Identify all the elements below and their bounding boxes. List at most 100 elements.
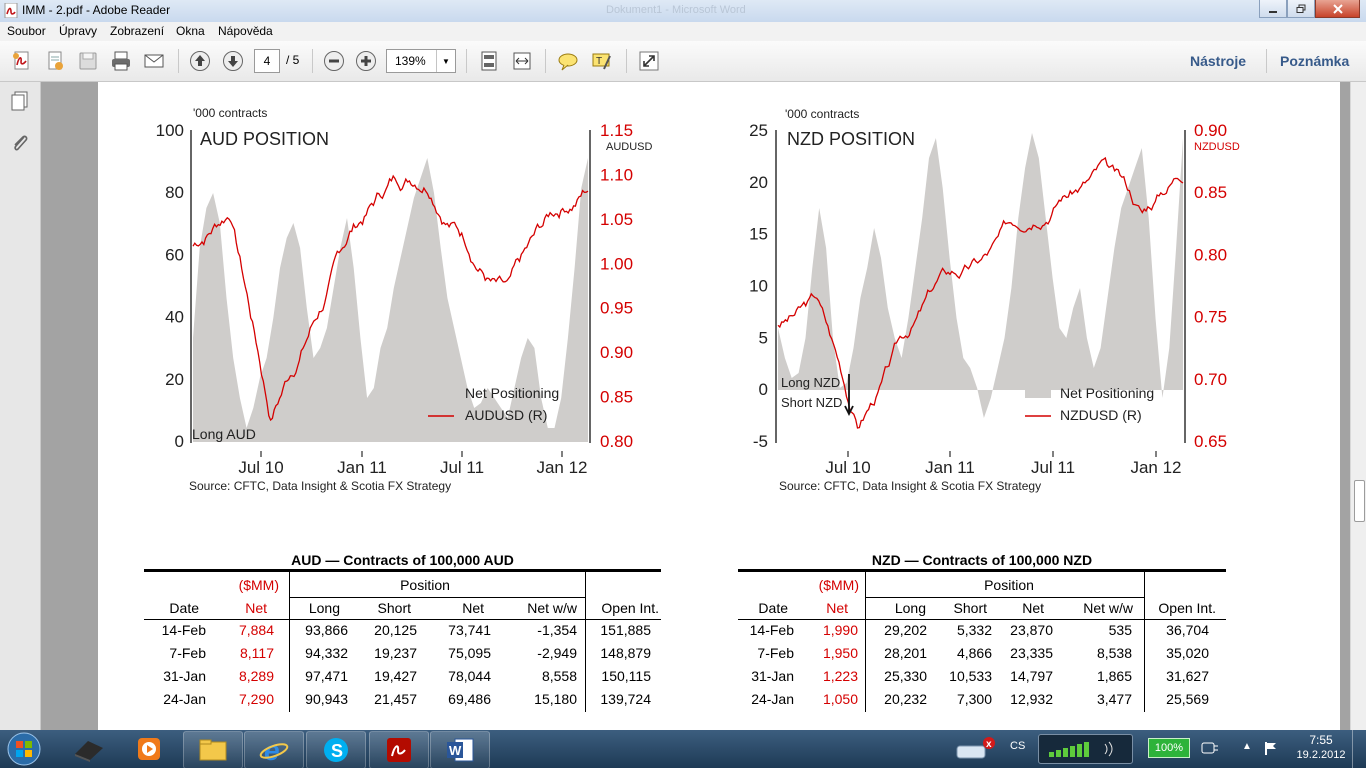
table-cell: 139,724 [600, 691, 651, 707]
table-cell: 12,932 [1010, 691, 1053, 707]
nzd-legend-area-swatch [1025, 387, 1051, 398]
aud-table-title: AUD — Contracts of 100,000 AUD [291, 552, 514, 568]
comment-pane-button[interactable]: Poznámka [1280, 53, 1350, 69]
aud-header-net-mm: Net [245, 600, 267, 616]
tools-pane-button[interactable]: Nástroje [1190, 53, 1247, 69]
zoom-out-button[interactable] [321, 48, 347, 74]
close-button[interactable] [1315, 0, 1360, 18]
taskbar-word[interactable]: W [430, 731, 490, 769]
pages-icon[interactable] [9, 90, 31, 112]
aud-chart-title: AUD POSITION [200, 129, 329, 149]
language-indicator[interactable]: CS [1010, 740, 1026, 752]
nzd-position-label: Position [984, 577, 1034, 593]
clock-date[interactable]: 19.2.2012 [1296, 749, 1346, 761]
table-cell: 8,538 [1096, 645, 1132, 661]
media-player-icon[interactable] [136, 736, 162, 762]
vertical-scrollbar[interactable] [1350, 82, 1366, 730]
svg-text:T: T [596, 56, 602, 67]
axis-tick-label: 10 [749, 277, 768, 296]
nzd-legend-net: Net Positioning [1060, 385, 1154, 401]
battery-level[interactable]: 100% [1148, 738, 1190, 758]
table-cell: 1,050 [822, 691, 858, 707]
scrollbar-thumb[interactable] [1354, 480, 1365, 522]
nzd-header-short: Short [953, 600, 987, 616]
table-cell: 29,202 [884, 622, 927, 638]
signal-meter[interactable] [1038, 734, 1133, 764]
network-alert-icon[interactable]: x [955, 736, 995, 762]
nzd-left-ticks: 25 20 15 10 5 0 -5 [749, 121, 768, 451]
page-number-input[interactable]: 4 [254, 49, 280, 73]
table-cell: 151,885 [600, 622, 651, 638]
axis-tick-label: 0.85 [600, 388, 633, 407]
taskbar-skype[interactable]: S [306, 731, 366, 769]
dropdown-arrow-icon[interactable]: ▼ [436, 50, 455, 72]
document-edit-icon [48, 51, 63, 70]
menu-help[interactable]: Nápověda [218, 24, 273, 38]
table-cell: 1,223 [822, 668, 858, 684]
axis-tick-label: 0.65 [1194, 432, 1227, 451]
email-button[interactable] [141, 48, 167, 74]
adobe-reader-icon [4, 3, 18, 18]
previous-page-button[interactable] [187, 48, 213, 74]
nzd-table-title: NZD — Contracts of 100,000 NZD [871, 552, 1093, 568]
clock-time[interactable]: 7:55 [1309, 733, 1333, 747]
menu-edit[interactable]: Úpravy [59, 24, 98, 38]
aud-header-date: Date [169, 600, 199, 616]
edit-document-button[interactable] [42, 48, 68, 74]
fit-width-icon [513, 52, 531, 70]
menu-view[interactable]: Zobrazení [110, 24, 165, 38]
zoom-select[interactable]: 139% ▼ [386, 49, 456, 73]
table-cell: 93,866 [305, 622, 348, 638]
nzd-net-positioning-area [778, 133, 1183, 418]
table-cell: 14-Feb [749, 622, 794, 638]
taskbar-explorer[interactable] [183, 731, 243, 769]
nzd-legend-usd: NZDUSD (R) [1060, 407, 1142, 423]
aud-right-ticks: 1.15 1.10 1.05 1.00 0.95 0.90 0.85 0.80 [600, 121, 633, 451]
power-plug-icon[interactable] [1200, 740, 1220, 756]
start-button[interactable] [4, 731, 44, 767]
x-tick-label: Jan 12 [536, 458, 587, 477]
menu-file[interactable]: Soubor [7, 24, 46, 38]
table-cell: 21,457 [374, 691, 417, 707]
adobe-reader-taskbar-icon [387, 738, 411, 762]
create-pdf-button[interactable] [9, 48, 35, 74]
nzd-position-chart: 25 20 15 10 5 0 -5 0.90 0.85 0.80 0.75 0.70 0.65 Ju… [749, 107, 1240, 493]
zoom-value: 139% [395, 54, 426, 68]
fit-width-button[interactable] [509, 48, 535, 74]
aud-position-chart: 100 80 60 40 20 0 1.15 1.10 1.05 1.00 0.95 0.90 0.8… [156, 106, 653, 493]
action-center-flag-icon[interactable] [1263, 740, 1279, 756]
highlight-text-button[interactable]: T [588, 48, 614, 74]
add-comment-button[interactable] [555, 48, 581, 74]
x-tick-label: Jan 11 [337, 458, 387, 477]
signal-bars-icon [1049, 741, 1113, 757]
attachment-paperclip-icon[interactable] [9, 132, 31, 154]
next-page-button[interactable] [220, 48, 246, 74]
restore-button[interactable] [1287, 0, 1315, 18]
fullscreen-button[interactable] [636, 48, 662, 74]
minimize-button[interactable] [1259, 0, 1287, 18]
save-disk-icon [79, 52, 97, 70]
save-button[interactable] [75, 48, 101, 74]
aud-legend-area-swatch [428, 387, 454, 398]
table-cell: 7-Feb [757, 645, 794, 661]
table-cell: 35,020 [1166, 645, 1209, 661]
taskbar-internet-explorer[interactable]: e [244, 731, 304, 769]
aud-units-label: '000 contracts [193, 106, 267, 120]
print-button[interactable] [108, 48, 134, 74]
navigation-pane [0, 82, 41, 730]
table-cell: 19,427 [374, 668, 417, 684]
title-bar: IMM - 2.pdf - Adobe Reader Dokument1 - M… [0, 0, 1366, 23]
aud-mm-label: ($MM) [238, 577, 279, 593]
nzd-arrow-icon [844, 374, 854, 417]
laptop-app-icon[interactable] [72, 736, 106, 762]
axis-tick-label: 0.80 [1194, 245, 1227, 264]
fit-page-button[interactable] [476, 48, 502, 74]
aud-legend-net: Net Positioning [465, 385, 559, 401]
show-hidden-icons-arrow-icon[interactable]: ▲ [1242, 741, 1252, 752]
axis-tick-label: 40 [165, 308, 184, 327]
fit-page-icon [481, 51, 497, 71]
menu-window[interactable]: Okna [176, 24, 205, 38]
zoom-in-button[interactable] [353, 48, 379, 74]
taskbar-adobe-reader[interactable] [369, 731, 429, 769]
show-desktop-button[interactable] [1352, 730, 1366, 768]
